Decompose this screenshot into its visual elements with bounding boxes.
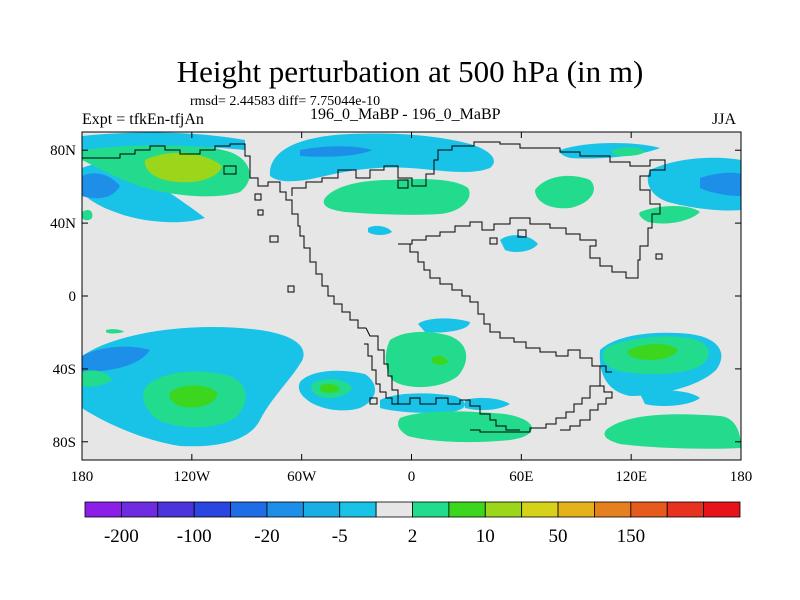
colorbar-swatch bbox=[230, 501, 268, 518]
coastline-greenland bbox=[291, 141, 530, 196]
coastline-south-america bbox=[364, 327, 399, 405]
contour-lime-nw bbox=[144, 152, 222, 183]
island-8 bbox=[369, 397, 378, 405]
contour-deepblue-east bbox=[700, 172, 741, 196]
colorbar-swatch bbox=[375, 501, 413, 518]
island-1 bbox=[254, 193, 262, 201]
colorbar-label: 50 bbox=[549, 526, 568, 547]
contour-green-far-se bbox=[604, 414, 741, 449]
contour-blue-south-mid bbox=[380, 393, 466, 413]
contour-blue-small bbox=[368, 225, 392, 235]
lat-tick-label: 40N bbox=[50, 216, 76, 232]
colorbar-label: -200 bbox=[104, 526, 139, 547]
colorbar-swatch bbox=[703, 501, 741, 518]
lon-tick-label: 180 bbox=[730, 469, 753, 485]
island-4 bbox=[287, 285, 295, 293]
colorbar bbox=[84, 501, 741, 518]
contour-blue-indian bbox=[418, 318, 470, 333]
colorbar-label: -20 bbox=[254, 526, 279, 547]
contour-green-europe bbox=[323, 178, 470, 215]
contour-blue-atlantic bbox=[269, 133, 494, 182]
season-label: JJA bbox=[712, 111, 737, 128]
contour-blue-cap bbox=[82, 132, 245, 150]
plot-title: Height perturbation at 500 hPa (in m) bbox=[176, 54, 644, 89]
latitude-ticks: 80N 40N 0 40S 80S bbox=[50, 143, 741, 451]
lon-tick-label: 180 bbox=[71, 469, 94, 485]
longitude-ticks: 180 120W 60W 0 60E 120E 180 bbox=[71, 132, 753, 485]
contour-green-south bbox=[398, 411, 532, 443]
colorbar-swatch bbox=[630, 501, 668, 518]
contour-blue-nw bbox=[82, 163, 205, 223]
island-6 bbox=[489, 237, 498, 245]
coastline-antarctic bbox=[398, 397, 520, 431]
contour-lime-sw bbox=[169, 385, 218, 408]
colorbar-swatch bbox=[266, 501, 304, 518]
lon-tick-label: 0 bbox=[408, 469, 416, 485]
island-9 bbox=[655, 253, 663, 260]
colorbar-swatch bbox=[484, 501, 523, 518]
island-2 bbox=[257, 209, 264, 216]
island-7 bbox=[517, 229, 527, 238]
contour-deepblue-nw bbox=[82, 173, 120, 199]
lon-tick-label: 60W bbox=[287, 469, 317, 485]
lon-tick-label: 120W bbox=[173, 469, 211, 485]
lat-tick-label: 0 bbox=[69, 289, 77, 305]
contour-green-asia bbox=[535, 175, 594, 209]
lat-tick-label: 80S bbox=[53, 435, 76, 451]
coastline-north-america bbox=[82, 143, 366, 329]
lat-tick-label: 80N bbox=[50, 143, 76, 159]
colorbar-swatch bbox=[84, 501, 122, 518]
experiment-label: Expt = tfkEn-tfjAn bbox=[82, 111, 204, 128]
contour-green-sindian bbox=[385, 331, 467, 388]
contour-blue-se2 bbox=[640, 390, 700, 406]
lon-tick-label: 120E bbox=[615, 469, 647, 485]
contour-blue-africa bbox=[500, 235, 538, 252]
contour-blue-ne bbox=[559, 143, 660, 159]
colorbar-swatch bbox=[157, 501, 195, 518]
colorbar-label: -5 bbox=[332, 526, 348, 547]
colorbar-swatch bbox=[193, 501, 231, 518]
colorbar-swatch bbox=[339, 501, 377, 518]
contour-green-ne bbox=[612, 147, 645, 157]
colorbar-label: -100 bbox=[177, 526, 212, 547]
colorbar-swatch bbox=[448, 501, 486, 518]
colorbar-label: 150 bbox=[617, 526, 646, 547]
colorbar-swatch bbox=[302, 501, 341, 518]
contour-deepblue-sw bbox=[82, 346, 150, 372]
coastline-australia bbox=[560, 365, 613, 431]
island-3 bbox=[269, 235, 279, 243]
lat-tick-label: 40S bbox=[53, 362, 76, 378]
coastline-eurasia bbox=[82, 147, 666, 279]
contour-fields bbox=[82, 132, 741, 449]
contour-blue-east bbox=[647, 157, 741, 211]
colorbar-swatch bbox=[521, 501, 559, 518]
center-label: 196_0_MaBP - 196_0_MaBP bbox=[310, 106, 501, 123]
stats-line: rmsd= 2.44583 diff= 7.75044e-10 bbox=[190, 94, 381, 109]
colorbar-label: 10 bbox=[476, 526, 495, 547]
colorbar-labels: -200 -100 -20 -5 2 10 50 150 bbox=[104, 526, 645, 547]
lon-tick-label: 60E bbox=[509, 469, 533, 485]
contour-green-tropic bbox=[106, 329, 124, 334]
contour-green-small bbox=[82, 210, 93, 221]
island-10 bbox=[397, 179, 409, 189]
colorbar-label: 2 bbox=[408, 526, 418, 547]
contour-green-pacific bbox=[639, 206, 700, 224]
contour-deepblue-atlantic bbox=[300, 146, 372, 157]
contour-lime-se bbox=[627, 344, 678, 360]
contour-green-sw-left bbox=[82, 370, 112, 387]
colorbar-swatch bbox=[666, 501, 705, 518]
island-5 bbox=[223, 165, 237, 175]
coastline-africa bbox=[398, 243, 601, 433]
coastlines bbox=[82, 141, 666, 433]
colorbar-swatch bbox=[557, 501, 595, 518]
colorbar-swatch bbox=[412, 501, 450, 518]
colorbar-swatch bbox=[120, 501, 159, 518]
contour-blue-south-mid2 bbox=[465, 397, 510, 411]
contour-lime-sindian bbox=[432, 355, 448, 365]
colorbar-swatch bbox=[594, 501, 632, 518]
contour-lime-satl bbox=[320, 383, 340, 393]
